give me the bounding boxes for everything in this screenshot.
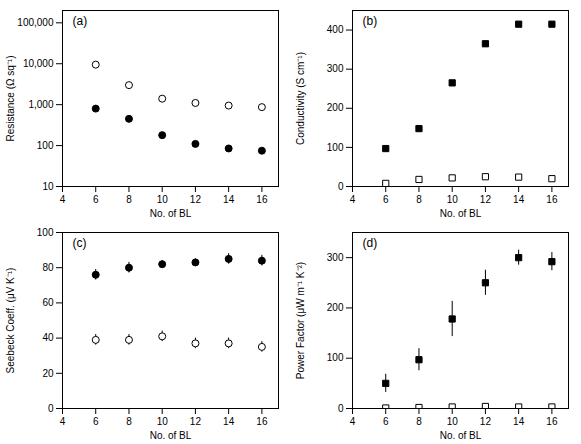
svg-text:12: 12 — [480, 194, 492, 205]
svg-text:4: 4 — [350, 416, 356, 427]
svg-text:6: 6 — [93, 194, 99, 205]
svg-text:Conductivity (S cm⁻¹): Conductivity (S cm⁻¹) — [295, 52, 306, 145]
svg-text:100: 100 — [327, 142, 344, 153]
svg-text:6: 6 — [383, 194, 389, 205]
svg-text:14: 14 — [223, 194, 235, 205]
svg-text:16: 16 — [546, 194, 558, 205]
svg-text:4: 4 — [60, 194, 66, 205]
svg-text:16: 16 — [546, 416, 558, 427]
svg-text:14: 14 — [223, 416, 235, 427]
svg-text:10: 10 — [157, 194, 169, 205]
svg-text:Resistance (Ω sq⁻¹): Resistance (Ω sq⁻¹) — [5, 55, 16, 141]
svg-text:60: 60 — [42, 297, 54, 308]
svg-text:300: 300 — [327, 63, 344, 74]
svg-text:200: 200 — [327, 102, 344, 113]
svg-text:12: 12 — [190, 416, 202, 427]
svg-text:(c): (c) — [73, 236, 87, 250]
svg-text:4: 4 — [60, 416, 66, 427]
svg-text:16: 16 — [256, 416, 268, 427]
svg-text:20: 20 — [42, 368, 54, 379]
svg-text:10,000: 10,000 — [23, 58, 54, 69]
svg-text:Power Factor (μW m⁻¹ K⁻²): Power Factor (μW m⁻¹ K⁻²) — [295, 262, 306, 379]
svg-text:10: 10 — [447, 416, 459, 427]
svg-text:14: 14 — [513, 194, 525, 205]
svg-text:4: 4 — [350, 194, 356, 205]
svg-text:100,000: 100,000 — [17, 17, 54, 28]
svg-text:40: 40 — [42, 332, 54, 343]
svg-text:200: 200 — [327, 302, 344, 313]
svg-text:Seebeck Coeff. (μV K⁻¹): Seebeck Coeff. (μV K⁻¹) — [5, 268, 16, 374]
svg-text:6: 6 — [93, 416, 99, 427]
svg-text:1,000: 1,000 — [28, 99, 53, 110]
svg-text:No. of BL: No. of BL — [150, 208, 192, 219]
svg-text:14: 14 — [513, 416, 525, 427]
svg-text:8: 8 — [416, 194, 422, 205]
svg-text:0: 0 — [338, 403, 344, 414]
svg-text:10: 10 — [447, 194, 459, 205]
svg-text:0: 0 — [48, 403, 54, 414]
svg-text:100: 100 — [327, 352, 344, 363]
svg-text:8: 8 — [416, 416, 422, 427]
svg-text:(b): (b) — [363, 14, 378, 28]
svg-text:400: 400 — [327, 24, 344, 35]
svg-text:(d): (d) — [363, 236, 378, 250]
svg-text:16: 16 — [256, 194, 268, 205]
svg-text:No. of BL: No. of BL — [440, 208, 482, 219]
svg-text:No. of BL: No. of BL — [440, 430, 482, 441]
svg-text:8: 8 — [126, 416, 132, 427]
svg-text:300: 300 — [327, 252, 344, 263]
svg-text:8: 8 — [126, 194, 132, 205]
svg-text:0: 0 — [338, 181, 344, 192]
svg-text:No. of BL: No. of BL — [150, 430, 192, 441]
svg-text:12: 12 — [190, 194, 202, 205]
svg-text:10: 10 — [157, 416, 169, 427]
svg-text:6: 6 — [383, 416, 389, 427]
svg-text:10: 10 — [42, 181, 54, 192]
svg-text:80: 80 — [42, 262, 54, 273]
svg-text:12: 12 — [480, 416, 492, 427]
svg-text:(a): (a) — [73, 14, 88, 28]
svg-text:100: 100 — [37, 227, 54, 238]
svg-text:100: 100 — [37, 140, 54, 151]
